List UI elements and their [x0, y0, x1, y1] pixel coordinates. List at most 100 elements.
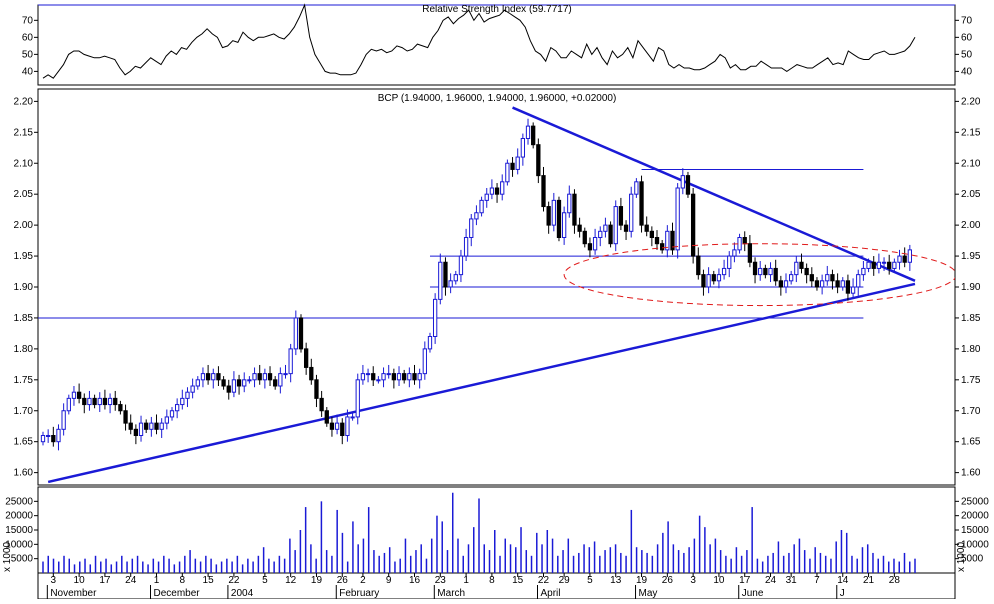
candle-body: [298, 317, 304, 350]
candle-body: [494, 187, 500, 195]
candle-body: [598, 230, 603, 238]
price-tick-label-right: 1.70: [961, 406, 981, 417]
candle-body: [500, 181, 505, 195]
month-label: June: [742, 588, 764, 599]
candle-body: [603, 224, 608, 232]
rsi-series-line: [42, 3, 916, 79]
date-tick-label: 22: [538, 575, 550, 586]
price-tick-label-right: 1.80: [961, 344, 981, 355]
price-tick-label-right: 2.05: [961, 189, 981, 200]
price-tick-label-right: 2.00: [961, 220, 981, 231]
candle-body: [71, 391, 77, 399]
candle-body: [660, 243, 665, 251]
trendline: [47, 282, 916, 484]
price-tick-label-left: 2.00: [14, 220, 34, 231]
candle-body: [252, 373, 257, 381]
candle-body: [102, 397, 108, 406]
candle-body: [737, 237, 742, 251]
candle-body: [582, 230, 587, 245]
candle-body: [185, 391, 190, 399]
candle-body: [613, 206, 618, 245]
date-tick-label: 31: [786, 575, 798, 586]
candle-body: [319, 397, 324, 412]
candle-body: [463, 237, 469, 257]
candle-body: [324, 410, 329, 424]
date-tick-label: 23: [435, 575, 447, 586]
candle-body: [438, 261, 443, 300]
volume-scale-label-right: x 1000: [956, 542, 967, 572]
candle-body: [484, 193, 489, 201]
candle-body: [92, 397, 97, 406]
candle-body: [61, 410, 66, 430]
candle-body: [200, 373, 206, 381]
date-tick-label: 17: [99, 575, 111, 586]
candle-body: [159, 422, 164, 430]
month-label: March: [437, 588, 465, 599]
rsi-title: Relative Strength Index (59.7717): [422, 4, 572, 15]
rsi-tick-label-left: 40: [22, 66, 34, 77]
candle-body: [551, 199, 556, 226]
price-tick-label-right: 2.20: [961, 96, 981, 107]
rsi-tick-label-left: 70: [22, 15, 34, 26]
candle-body: [283, 373, 288, 376]
date-tick-label: 19: [636, 575, 648, 586]
candle-body: [520, 138, 526, 158]
rsi-panel: [37, 4, 956, 86]
date-tick-label: 26: [337, 575, 349, 586]
date-tick-label: 9: [386, 575, 392, 586]
price-title: BCP (1.94000, 1.96000, 1.94000, 1.96000,…: [378, 93, 617, 104]
candle-body: [432, 298, 438, 337]
volume-tick-label-right: 5000: [961, 554, 984, 565]
date-tick-label: 3: [690, 575, 696, 586]
candle-body: [40, 435, 46, 443]
price-tick-label-right: 2.10: [961, 158, 981, 169]
candle-body: [510, 162, 515, 170]
candle-body: [701, 274, 706, 288]
rsi-tick-label-right: 50: [961, 49, 973, 60]
date-tick-label: 15: [203, 575, 215, 586]
candle-body: [706, 274, 711, 288]
price-tick-label-right: 1.85: [961, 313, 981, 324]
candle-body: [422, 348, 427, 375]
candle-body: [288, 348, 293, 375]
date-tick-label: 17: [739, 575, 751, 586]
trendline: [512, 106, 916, 282]
candle-body: [427, 336, 433, 350]
candle-body: [164, 416, 169, 424]
candle-body: [887, 261, 892, 269]
date-tick-label: 7: [814, 575, 820, 586]
candle-body: [696, 255, 701, 276]
candle-body: [144, 422, 149, 430]
candle-body: [536, 144, 541, 177]
price-tick-label-left: 1.95: [14, 251, 34, 262]
candle-body: [489, 187, 495, 195]
rsi-tick-label-right: 60: [961, 32, 973, 43]
candle-body: [474, 212, 479, 220]
date-tick-label: 10: [74, 575, 86, 586]
candle-body: [845, 280, 851, 294]
candle-body: [293, 317, 298, 350]
volume-panel: [37, 486, 956, 574]
candle-body: [572, 193, 577, 226]
date-tick-label: 16: [409, 575, 421, 586]
price-tick-label-right: 1.65: [961, 437, 981, 448]
price-tick-label-right: 1.95: [961, 251, 981, 262]
candle-body: [892, 261, 897, 269]
candle-body: [87, 397, 92, 406]
candle-body: [531, 125, 536, 146]
date-axis: [37, 572, 956, 600]
candle-body: [716, 274, 722, 282]
price-tick-label-left: 1.60: [14, 468, 34, 479]
month-label: February: [339, 588, 379, 599]
date-tick-label: 13: [610, 575, 622, 586]
candle-body: [742, 237, 747, 245]
month-label: April: [540, 588, 560, 599]
date-tick-label: 5: [262, 575, 268, 586]
candle-body: [118, 404, 123, 412]
candle-body: [262, 373, 268, 381]
date-tick-label: 8: [489, 575, 495, 586]
candle-body: [876, 261, 882, 269]
candle-body: [190, 385, 195, 393]
candle-body: [257, 373, 262, 381]
month-label: 2004: [231, 588, 254, 599]
